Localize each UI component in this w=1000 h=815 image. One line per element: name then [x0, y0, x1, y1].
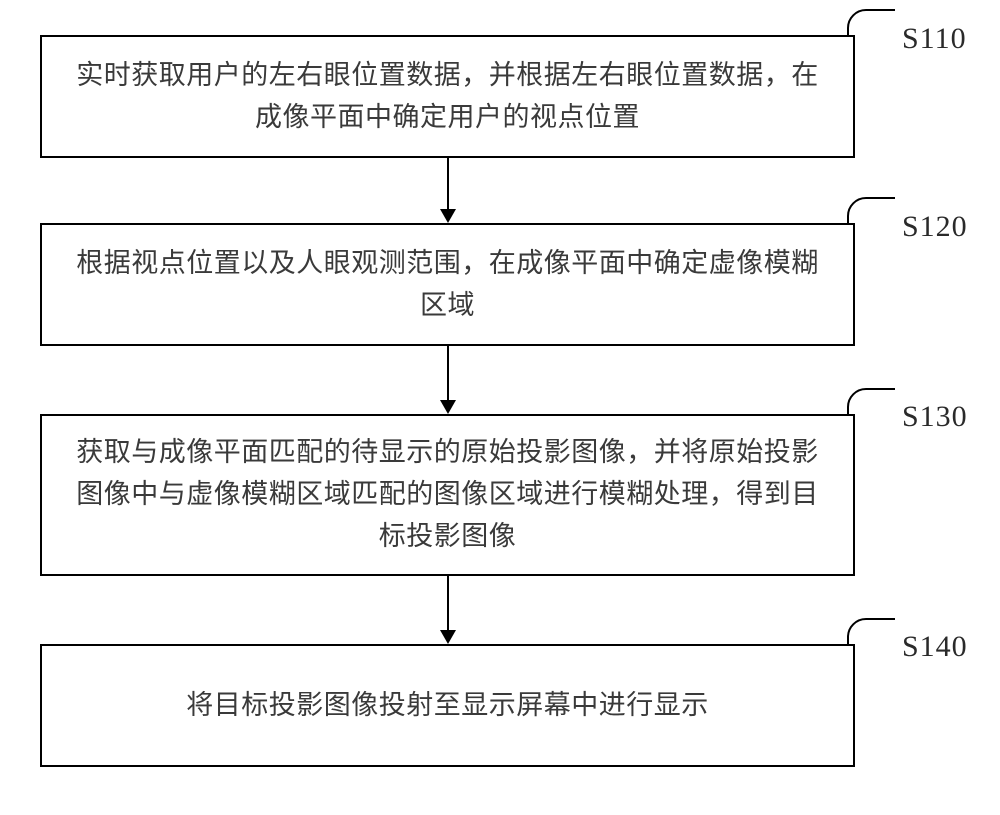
flow-step-label: S120: [902, 210, 968, 244]
flow-arrow: [433, 576, 463, 646]
flow-step-label: S110: [902, 22, 967, 56]
flow-step-text: 实时获取用户的左右眼位置数据，并根据左右眼位置数据，在成像平面中确定用户的视点位…: [68, 55, 827, 139]
flow-step-label: S130: [902, 400, 968, 434]
flow-step-box: 获取与成像平面匹配的待显示的原始投影图像，并将原始投影图像中与虚像模糊区域匹配的…: [40, 414, 855, 576]
flow-step-box: 根据视点位置以及人眼观测范围，在成像平面中确定虚像模糊区域: [40, 223, 855, 346]
flow-step-box: 将目标投影图像投射至显示屏幕中进行显示: [40, 644, 855, 767]
flow-arrow: [433, 158, 463, 225]
flow-step-text: 根据视点位置以及人眼观测范围，在成像平面中确定虚像模糊区域: [68, 243, 827, 327]
flowchart-canvas: 实时获取用户的左右眼位置数据，并根据左右眼位置数据，在成像平面中确定用户的视点位…: [0, 0, 1000, 815]
flow-step-box: 实时获取用户的左右眼位置数据，并根据左右眼位置数据，在成像平面中确定用户的视点位…: [40, 35, 855, 158]
flow-arrow: [433, 346, 463, 416]
flow-step-text: 获取与成像平面匹配的待显示的原始投影图像，并将原始投影图像中与虚像模糊区域匹配的…: [68, 432, 827, 558]
flow-step-text: 将目标投影图像投射至显示屏幕中进行显示: [186, 685, 709, 727]
flow-step-label: S140: [902, 630, 968, 664]
